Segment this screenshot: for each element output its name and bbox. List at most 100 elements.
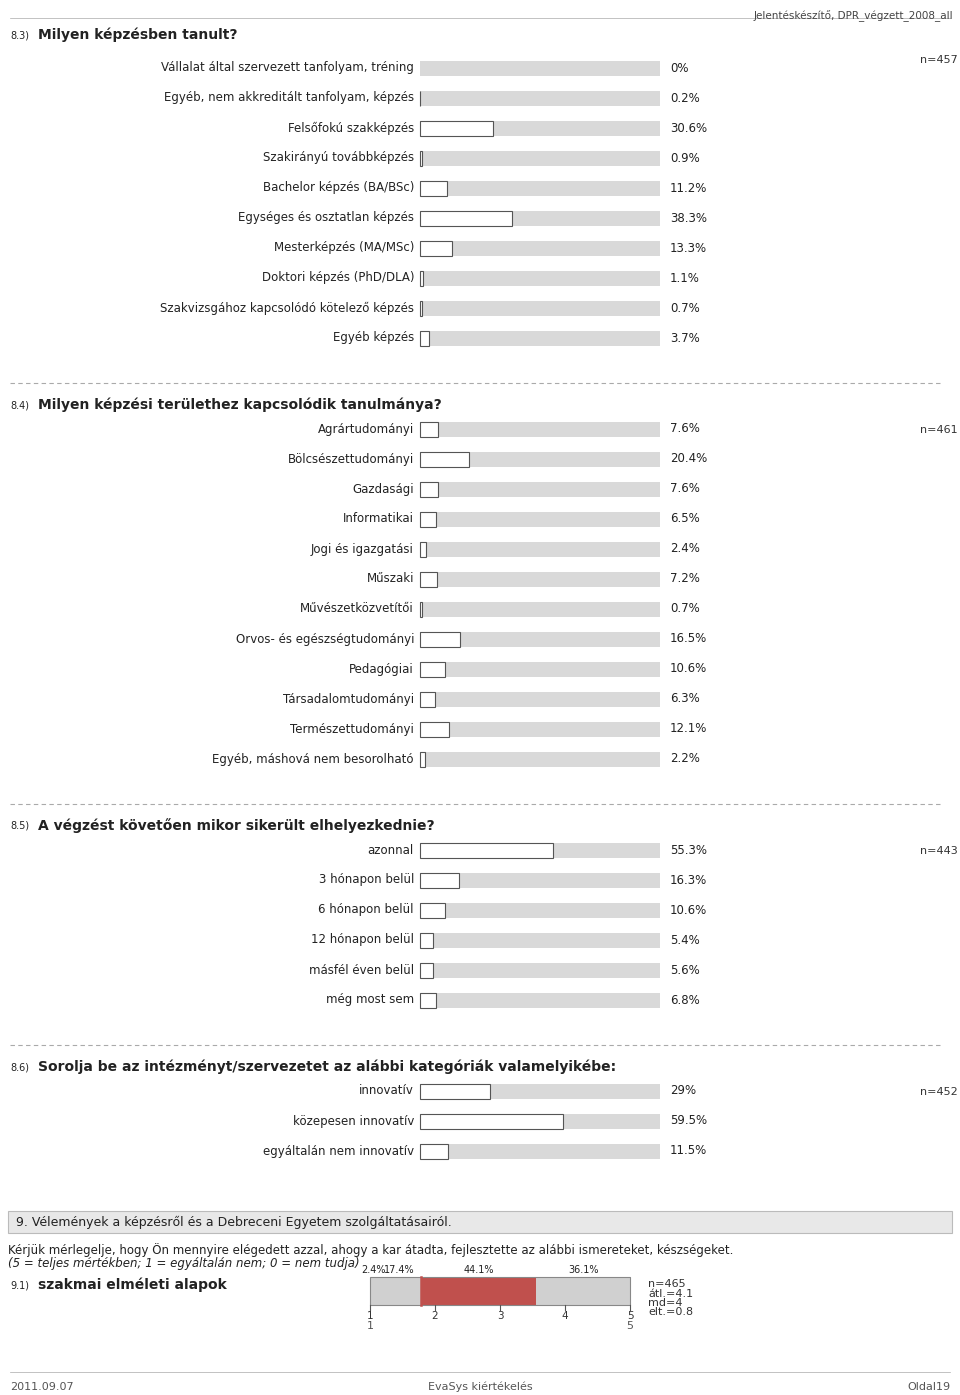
- Text: 5: 5: [627, 1311, 634, 1321]
- Text: 29%: 29%: [670, 1084, 696, 1098]
- Text: 0%: 0%: [670, 61, 688, 74]
- Bar: [376, 1276, 421, 1304]
- Bar: [420, 932, 660, 947]
- Text: szakmai elméleti alapok: szakmai elméleti alapok: [38, 1276, 227, 1292]
- Text: Agrártudományi: Agrártudományi: [318, 423, 414, 435]
- Bar: [420, 692, 660, 706]
- Text: Egyéb képzés: Egyéb képzés: [333, 332, 414, 345]
- Text: 1: 1: [367, 1311, 373, 1321]
- Text: n=457: n=457: [920, 54, 958, 66]
- Text: 8.4): 8.4): [10, 400, 29, 410]
- Bar: [8, 1211, 952, 1233]
- Text: n=443: n=443: [920, 845, 958, 857]
- Bar: [370, 1276, 630, 1304]
- Bar: [420, 300, 421, 315]
- Text: 59.5%: 59.5%: [670, 1115, 708, 1127]
- Text: 7.6%: 7.6%: [670, 423, 700, 435]
- Bar: [420, 692, 435, 706]
- Text: 8.6): 8.6): [10, 1062, 29, 1071]
- Text: 1.1%: 1.1%: [670, 272, 700, 285]
- Text: 3: 3: [496, 1311, 503, 1321]
- Text: 20.4%: 20.4%: [670, 452, 708, 466]
- Bar: [420, 541, 426, 557]
- Text: még most sem: még most sem: [325, 993, 414, 1007]
- Text: 11.2%: 11.2%: [670, 181, 708, 194]
- Text: 36.1%: 36.1%: [567, 1265, 598, 1275]
- Text: 4: 4: [562, 1311, 568, 1321]
- Bar: [420, 120, 493, 135]
- Bar: [420, 963, 660, 978]
- Bar: [420, 872, 660, 887]
- Bar: [420, 541, 660, 557]
- Bar: [420, 452, 660, 466]
- Bar: [420, 91, 660, 106]
- Text: 10.6%: 10.6%: [670, 904, 708, 917]
- Bar: [420, 512, 660, 526]
- Text: 8.5): 8.5): [10, 822, 29, 831]
- Text: Egységes és osztatlan képzés: Egységes és osztatlan képzés: [238, 212, 414, 225]
- Bar: [420, 992, 660, 1007]
- Bar: [420, 1084, 660, 1098]
- Text: egyáltalán nem innovatív: egyáltalán nem innovatív: [263, 1144, 414, 1158]
- Text: másfél éven belül: másfél éven belül: [309, 964, 414, 976]
- Text: 30.6%: 30.6%: [670, 121, 708, 134]
- Text: 0.9%: 0.9%: [670, 152, 700, 165]
- Text: 2.2%: 2.2%: [670, 752, 700, 766]
- Text: közepesen innovatív: közepesen innovatív: [293, 1115, 414, 1127]
- Text: 2011.09.07: 2011.09.07: [10, 1382, 74, 1392]
- Text: EvaSys kiértékelés: EvaSys kiértékelés: [428, 1382, 532, 1392]
- Bar: [420, 180, 660, 195]
- Bar: [370, 1276, 630, 1304]
- Text: átl.=4.1: átl.=4.1: [648, 1289, 693, 1299]
- Bar: [420, 903, 445, 918]
- Text: n=452: n=452: [920, 1087, 958, 1096]
- Text: 5.4%: 5.4%: [670, 933, 700, 946]
- Text: Doktori képzés (PhD/DLA): Doktori képzés (PhD/DLA): [261, 272, 414, 285]
- Text: 2: 2: [432, 1311, 439, 1321]
- Text: Bölcsészettudományi: Bölcsészettudományi: [288, 452, 414, 466]
- Bar: [420, 421, 438, 437]
- Text: Szakirányú továbbképzés: Szakirányú továbbképzés: [263, 152, 414, 165]
- Text: Műszaki: Műszaki: [367, 572, 414, 586]
- Bar: [420, 903, 660, 918]
- Text: 0.7%: 0.7%: [670, 603, 700, 615]
- Text: Milyen képzésben tanult?: Milyen képzésben tanult?: [38, 28, 237, 42]
- Text: Milyen képzési területhez kapcsolódik tanulmánya?: Milyen képzési területhez kapcsolódik ta…: [38, 398, 442, 412]
- Text: elt.=0.8: elt.=0.8: [648, 1307, 693, 1317]
- Text: 6.3%: 6.3%: [670, 692, 700, 706]
- Bar: [420, 300, 660, 315]
- Text: 3.7%: 3.7%: [670, 332, 700, 345]
- Text: A végzést követően mikor sikerült elhelyezkednie?: A végzést követően mikor sikerült elhely…: [38, 817, 435, 833]
- Text: 12 hónapon belül: 12 hónapon belül: [311, 933, 414, 946]
- Text: 8.3): 8.3): [10, 31, 29, 40]
- Text: Jelentéskészítő, DPR_végzett_2008_all: Jelentéskészítő, DPR_végzett_2008_all: [754, 10, 953, 22]
- Text: Vállalat által szervezett tanfolyam, tréning: Vállalat által szervezett tanfolyam, tré…: [161, 61, 414, 74]
- Text: Sorolja be az intézményt/szervezetet az alábbi kategóriák valamelyikébe:: Sorolja be az intézményt/szervezetet az …: [38, 1059, 616, 1074]
- Text: Bachelor képzés (BA/BSc): Bachelor képzés (BA/BSc): [263, 181, 414, 194]
- Text: 2.4%: 2.4%: [361, 1265, 385, 1275]
- Text: 7.2%: 7.2%: [670, 572, 700, 586]
- Bar: [420, 992, 436, 1007]
- Text: Kérjük mérlegelje, hogy Ön mennyire elégedett azzal, ahogy a kar átadta, fejlesz: Kérjük mérlegelje, hogy Ön mennyire elég…: [8, 1243, 733, 1257]
- Bar: [420, 601, 660, 617]
- Bar: [420, 721, 449, 737]
- Bar: [420, 151, 422, 166]
- Bar: [420, 932, 433, 947]
- Text: Egyéb, nem akkreditált tanfolyam, képzés: Egyéb, nem akkreditált tanfolyam, képzés: [164, 92, 414, 105]
- Text: 38.3%: 38.3%: [670, 212, 707, 225]
- Bar: [420, 481, 660, 497]
- Text: 9. Vélemények a képzésről és a Debreceni Egyetem szolgáltatásairól.: 9. Vélemények a képzésről és a Debreceni…: [16, 1215, 452, 1229]
- Bar: [420, 1113, 660, 1129]
- Bar: [420, 271, 422, 286]
- Text: 11.5%: 11.5%: [670, 1144, 708, 1158]
- Text: 6.8%: 6.8%: [670, 993, 700, 1007]
- Bar: [420, 60, 660, 75]
- Bar: [420, 452, 468, 466]
- Text: n=465: n=465: [648, 1279, 685, 1289]
- Text: 13.3%: 13.3%: [670, 241, 708, 254]
- Bar: [420, 632, 460, 646]
- Text: Orvos- és egészségtudományi: Orvos- és egészségtudományi: [235, 632, 414, 646]
- Bar: [420, 661, 445, 677]
- Text: Felsőfokú szakképzés: Felsőfokú szakképzés: [288, 121, 414, 134]
- Bar: [420, 843, 553, 858]
